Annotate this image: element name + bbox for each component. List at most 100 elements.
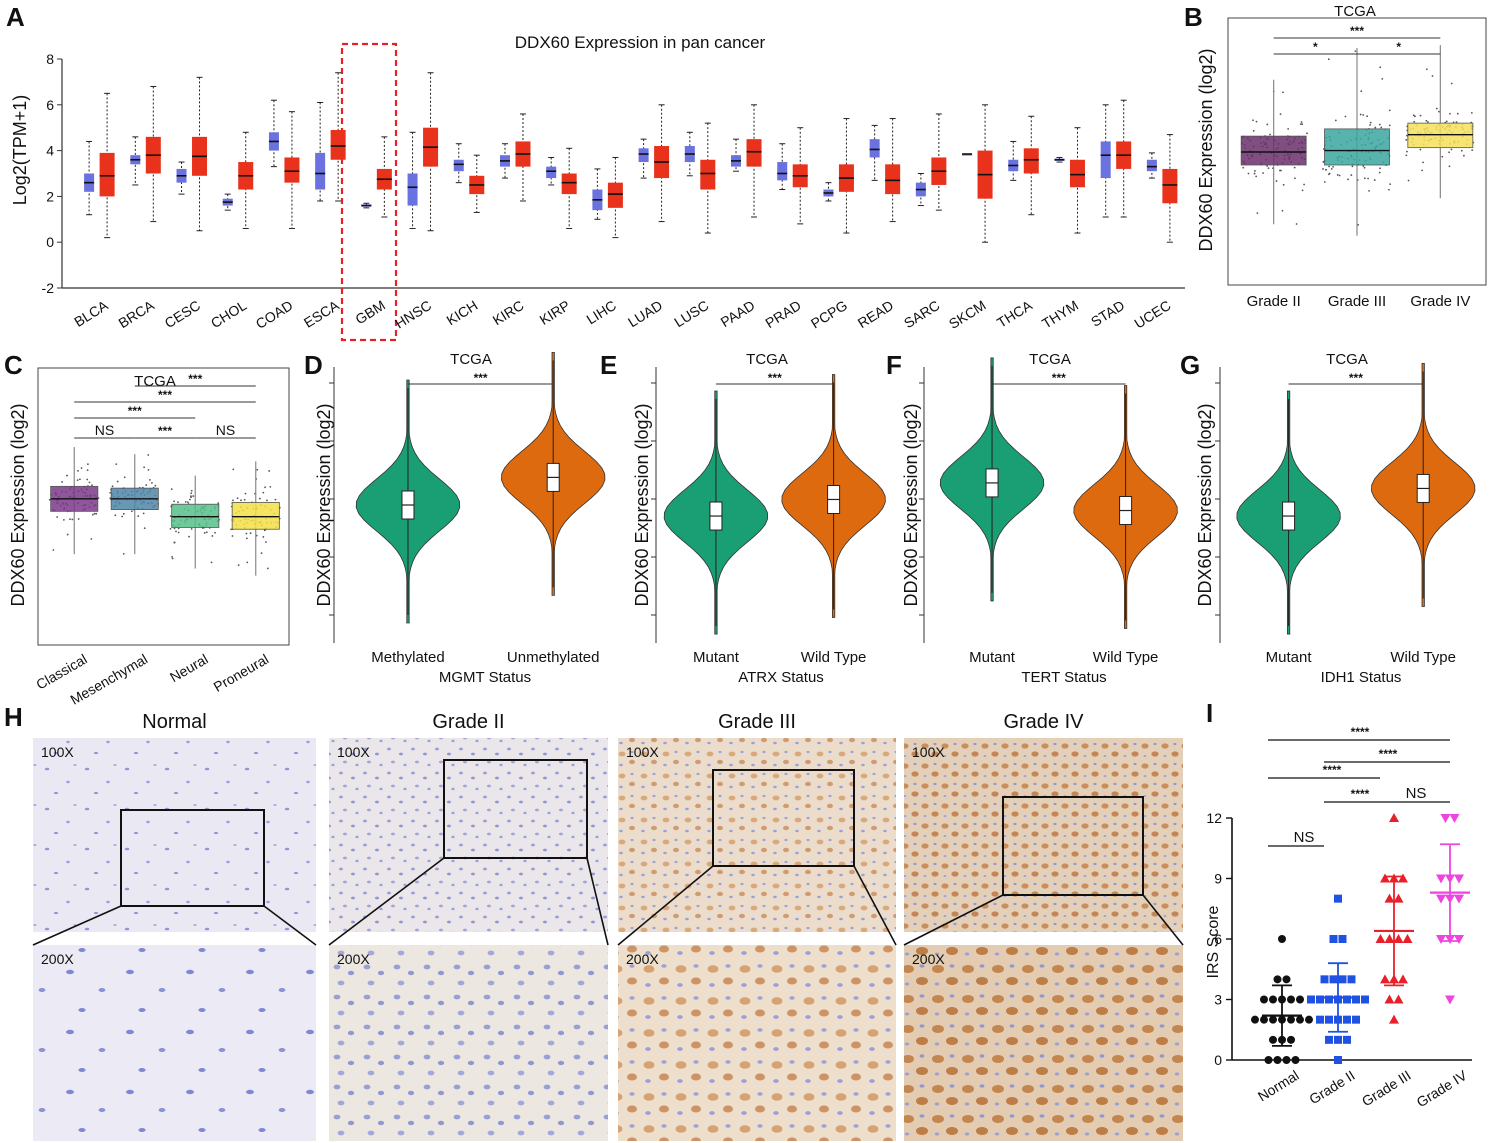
- jitter-point: [1357, 223, 1359, 226]
- jitter-point: [1412, 114, 1415, 117]
- jitter-point: [1334, 119, 1337, 122]
- y-tick-label: 3: [1214, 992, 1222, 1008]
- jitter-point: [1407, 179, 1410, 182]
- jitter-point: [1325, 168, 1327, 171]
- jitter-point: [76, 479, 79, 482]
- irs-point: [1269, 1035, 1277, 1044]
- jitter-point: [1247, 172, 1250, 175]
- jitter-point: [56, 516, 59, 518]
- jitter-point: [48, 498, 51, 501]
- panel-f-title: TCGA: [1029, 351, 1071, 368]
- magnification-label: 100X: [41, 744, 74, 760]
- irs-point: [1329, 935, 1338, 943]
- irs-point: [1320, 975, 1329, 984]
- jitter-point: [1431, 75, 1434, 77]
- panel-letter-g: G: [1180, 350, 1200, 380]
- box-normal-luad: [638, 148, 649, 163]
- panel-c-frame: [37, 367, 290, 646]
- jitter-point: [243, 498, 246, 501]
- jitter-point: [1275, 180, 1278, 182]
- jitter-point: [190, 496, 192, 499]
- irs-point: [1454, 935, 1464, 944]
- panel-i-ylabel: IRS Score: [1205, 905, 1222, 978]
- gbm-highlight-box: [340, 42, 398, 342]
- panel-f-violin: TCGA DDX60 Expression (log2) Mutant Wild Ty…: [901, 351, 1178, 686]
- magnification-label: 200X: [337, 951, 370, 967]
- jitter-point: [262, 491, 265, 494]
- jitter-point: [1279, 113, 1282, 116]
- jitter-point: [169, 527, 172, 530]
- irs-point: [1291, 1056, 1300, 1064]
- jitter-point: [1369, 121, 1372, 124]
- jitter-point: [1448, 165, 1451, 168]
- panel-e-xlabel: ATRX Status: [738, 669, 824, 686]
- y-tick-label: 0: [1214, 1052, 1222, 1068]
- jitter-point: [217, 502, 220, 505]
- jitter-point: [1405, 154, 1408, 157]
- significance-label: *: [1313, 40, 1318, 54]
- jitter-point: [122, 553, 125, 555]
- jitter-point: [1421, 169, 1424, 172]
- jitter-point: [1388, 188, 1390, 191]
- y-tick-label: 2: [46, 188, 54, 204]
- x-tick-label-lusc: LUSC: [671, 297, 711, 330]
- zoom-connector: [853, 865, 897, 946]
- jitter-point: [1455, 121, 1458, 123]
- irs-point: [1287, 995, 1295, 1004]
- jitter-point: [1471, 149, 1474, 152]
- jitter-point: [266, 567, 269, 570]
- jitter-point: [1242, 166, 1245, 169]
- jitter-point: [1369, 124, 1371, 126]
- box-tumor-blca: [99, 152, 115, 197]
- irs-point: [1361, 995, 1369, 1004]
- jitter-point: [1425, 119, 1428, 122]
- jitter-point: [236, 497, 239, 500]
- jitter-point: [116, 480, 119, 483]
- x-tick-label-grade-iii: Grade III: [1359, 1067, 1414, 1109]
- irs-point: [1334, 1035, 1342, 1044]
- panel-e-title: TCGA: [746, 351, 788, 368]
- jitter-point: [1362, 165, 1365, 167]
- irs-point: [1380, 873, 1390, 883]
- jitter-point: [266, 499, 268, 502]
- jitter-point: [91, 484, 93, 487]
- panel-f-xlabel: TERT Status: [1021, 669, 1106, 686]
- jitter-point: [190, 489, 193, 492]
- box-tumor-paad: [746, 139, 762, 167]
- significance-label: ****: [1323, 763, 1342, 777]
- jitter-point: [1253, 170, 1256, 172]
- jitter-point: [265, 541, 267, 543]
- zoom-connector: [32, 905, 122, 946]
- x-tick-label-prad: PRAD: [762, 297, 803, 331]
- jitter-point: [1378, 171, 1381, 174]
- jitter-point: [66, 533, 69, 536]
- jitter-point: [1344, 115, 1347, 118]
- panel-letter-c: C: [4, 350, 23, 380]
- significance-label: ***: [128, 404, 142, 418]
- jitter-point: [1300, 121, 1303, 123]
- jitter-point: [1266, 123, 1269, 126]
- jitter-point: [1438, 110, 1440, 113]
- x-tick-label-kich: KICH: [444, 297, 481, 328]
- jitter-point: [147, 468, 150, 471]
- jitter-point: [274, 498, 277, 501]
- significance-label: ***: [158, 424, 172, 438]
- jitter-point: [171, 557, 174, 560]
- jitter-point: [232, 499, 234, 502]
- jitter-point: [78, 478, 81, 481]
- box-normal-read: [869, 139, 880, 158]
- jitter-point: [69, 518, 71, 521]
- x-tick-label-grade-iii: Grade III: [1328, 293, 1386, 310]
- jitter-point: [192, 495, 195, 497]
- column-title-grade-iii: Grade III: [718, 711, 796, 733]
- panel-d-violin: TCGA DDX60 Expression (log2) Methylated Unm…: [314, 351, 606, 686]
- jitter-point: [260, 552, 263, 555]
- zoom-connector: [328, 857, 445, 946]
- irs-point: [1436, 874, 1446, 884]
- box-grade-iv: [1407, 122, 1474, 149]
- jitter-point: [1449, 112, 1451, 115]
- panel-f-ylabel: DDX60 Expression (log2): [901, 403, 921, 606]
- zoom-connector: [617, 865, 714, 946]
- jitter-point: [148, 479, 151, 481]
- irs-point: [1384, 994, 1395, 1004]
